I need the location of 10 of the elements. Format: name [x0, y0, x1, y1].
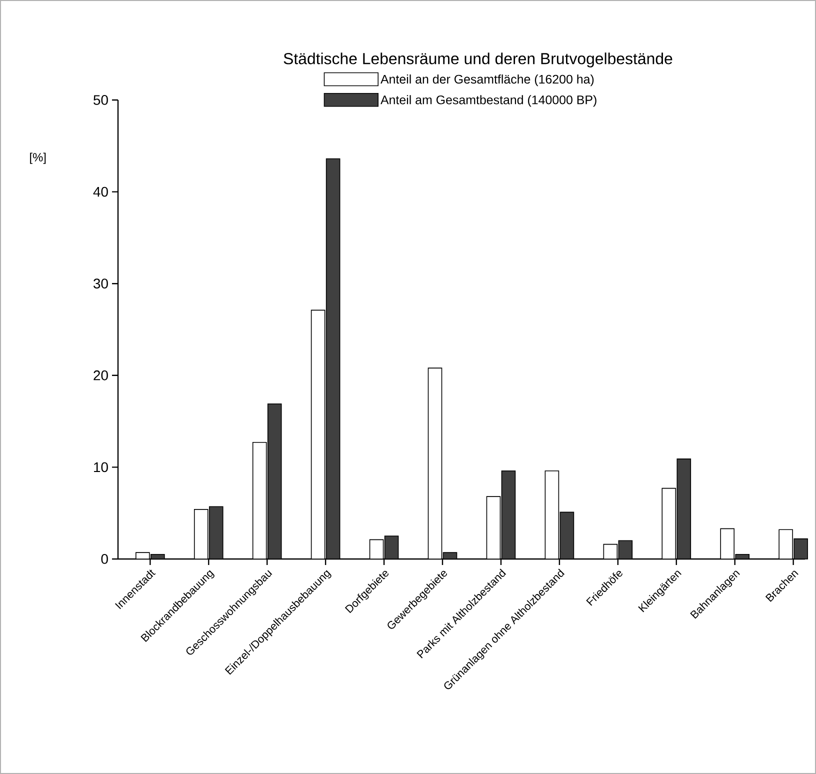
y-tick-label: 10	[94, 462, 108, 472]
chart-title: Städtische Lebensräume und deren Brutvogelbestände	[284, 52, 672, 68]
legend-label: Anteil am Gesamtbestand (140000 BP)	[380, 95, 596, 107]
y-tick-label: 0	[101, 554, 108, 564]
y-tick-label: 20	[94, 370, 108, 380]
y-tick-label: 30	[94, 278, 108, 289]
y-tick-label: 40	[93, 186, 108, 197]
legend-label: Anteil an der Gesamtfläche (16200 ha)	[380, 74, 594, 86]
y-axis-title: [%]	[30, 152, 46, 164]
y-tick-label: 50	[94, 95, 108, 105]
